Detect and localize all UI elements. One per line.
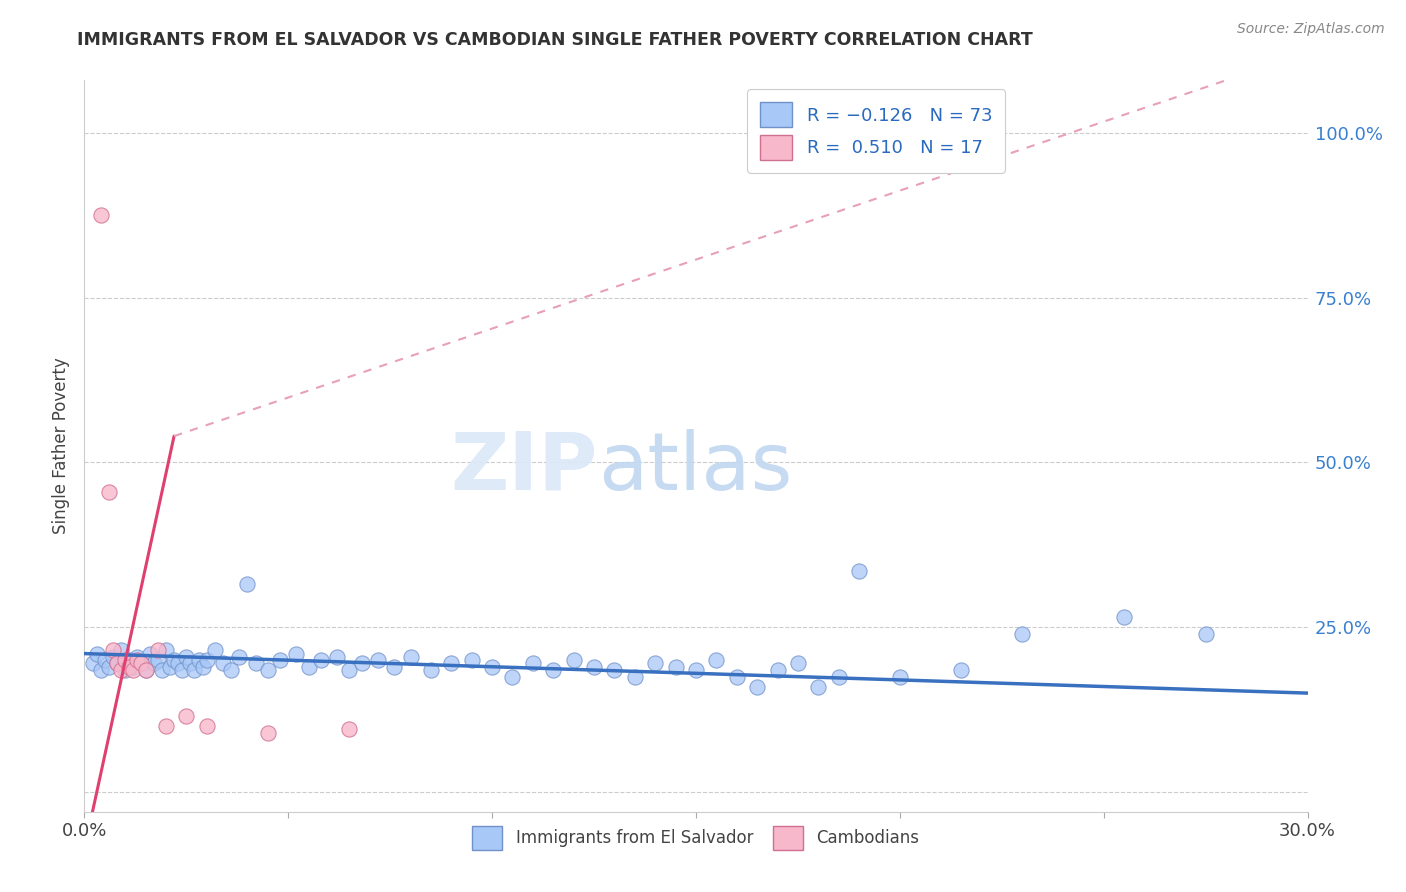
Point [90, 663, 112, 677]
Point [138, 647, 160, 661]
Point [298, 659, 321, 673]
Point [228, 649, 250, 664]
Point [174, 649, 197, 664]
Point [502, 670, 524, 684]
Point [245, 657, 267, 671]
Point [86, 647, 108, 661]
Point [624, 670, 647, 684]
Point [105, 657, 128, 671]
Point [122, 659, 145, 673]
Point [440, 657, 463, 671]
Point [90, 208, 112, 222]
Point [603, 663, 626, 677]
Point [350, 657, 373, 671]
Point [82, 657, 104, 671]
Text: ZIP: ZIP [451, 429, 598, 507]
Point [367, 653, 389, 667]
Point [257, 663, 280, 677]
Point [236, 577, 259, 591]
Point [382, 659, 405, 673]
Point [339, 663, 361, 677]
Point [747, 680, 769, 694]
Point [97, 659, 120, 673]
Point [179, 657, 201, 671]
Point [326, 649, 349, 664]
Point [114, 663, 136, 677]
Text: atlas: atlas [598, 429, 793, 507]
Point [685, 663, 707, 677]
Point [122, 663, 145, 677]
Legend: Immigrants from El Salvador, Cambodians: Immigrants from El Salvador, Cambodians [464, 818, 928, 858]
Point [257, 725, 280, 739]
Point [135, 663, 157, 677]
Point [187, 653, 209, 667]
Point [114, 653, 136, 667]
Point [155, 643, 177, 657]
Point [131, 657, 153, 671]
Point [172, 663, 194, 677]
Point [339, 723, 361, 737]
Y-axis label: Single Father Poverty: Single Father Poverty [52, 358, 70, 534]
Point [105, 657, 128, 671]
Point [131, 657, 153, 671]
Point [101, 649, 124, 664]
Point [766, 663, 789, 677]
Point [1011, 627, 1033, 641]
Point [665, 659, 688, 673]
Point [522, 657, 544, 671]
Point [146, 643, 169, 657]
Point [461, 653, 484, 667]
Point [644, 657, 666, 671]
Point [93, 653, 115, 667]
Point [706, 653, 728, 667]
Point [146, 653, 169, 667]
Point [1195, 627, 1218, 641]
Point [174, 709, 197, 723]
Point [118, 659, 141, 673]
Point [309, 653, 332, 667]
Point [848, 564, 870, 578]
Point [399, 649, 422, 664]
Point [97, 485, 120, 500]
Point [204, 643, 226, 657]
Point [135, 663, 157, 677]
Point [543, 663, 565, 677]
Point [420, 663, 443, 677]
Point [142, 657, 165, 671]
Point [150, 663, 173, 677]
Text: IMMIGRANTS FROM EL SALVADOR VS CAMBODIAN SINGLE FATHER POVERTY CORRELATION CHART: IMMIGRANTS FROM EL SALVADOR VS CAMBODIAN… [77, 31, 1033, 49]
Point [195, 719, 218, 733]
Point [127, 653, 149, 667]
Point [155, 719, 177, 733]
Point [159, 659, 181, 673]
Point [889, 670, 911, 684]
Point [583, 659, 606, 673]
Point [807, 680, 830, 694]
Point [118, 653, 141, 667]
Point [562, 653, 585, 667]
Point [1114, 610, 1136, 624]
Point [191, 659, 214, 673]
Point [110, 643, 132, 657]
Point [110, 663, 132, 677]
Point [787, 657, 810, 671]
Point [183, 663, 205, 677]
Point [725, 670, 748, 684]
Point [101, 643, 124, 657]
Point [212, 657, 235, 671]
Point [285, 647, 308, 661]
Point [219, 663, 242, 677]
Point [269, 653, 291, 667]
Point [127, 649, 149, 664]
Point [167, 657, 190, 671]
Text: Source: ZipAtlas.com: Source: ZipAtlas.com [1237, 22, 1385, 37]
Point [163, 653, 186, 667]
Point [950, 663, 973, 677]
Point [828, 670, 851, 684]
Point [481, 659, 503, 673]
Point [195, 653, 218, 667]
